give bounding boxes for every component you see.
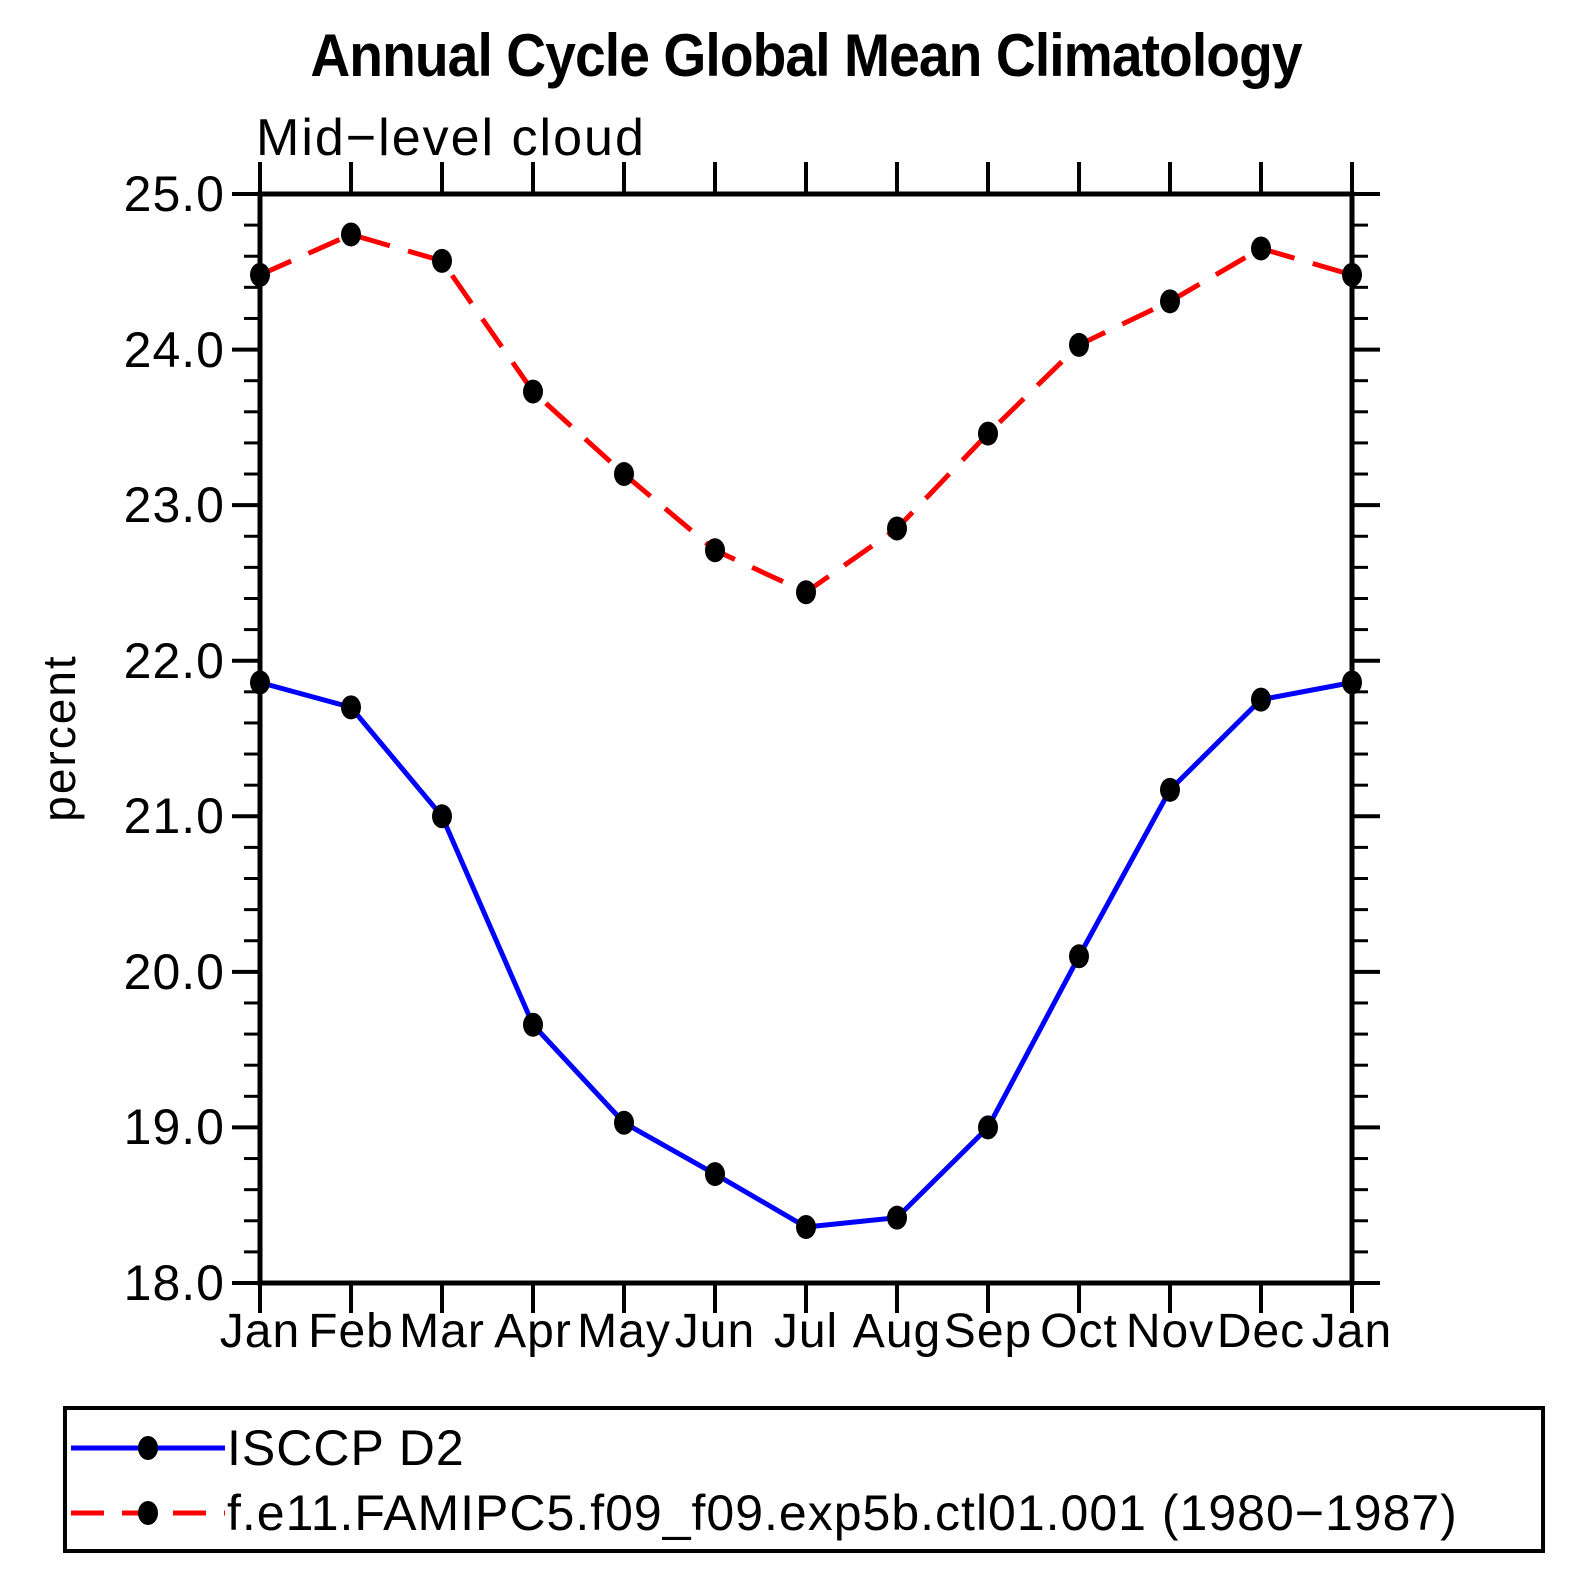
legend-item-isccp-d2: ISCCP D2 (69, 1420, 465, 1476)
chart-subtitle: Mid−level cloud (256, 109, 646, 167)
legend-label-isccp-d2: ISCCP D2 (227, 1420, 465, 1476)
legend-line-solid-icon (71, 1436, 225, 1460)
legend-label-model-run: f.e11.FAMIPC5.f09_f09.exp5b.ctl01.001 (1… (227, 1485, 1458, 1541)
chart-title: Annual Cycle Global Mean Climatology (310, 22, 1302, 89)
legend-item-model-run: f.e11.FAMIPC5.f09_f09.exp5b.ctl01.001 (1… (69, 1485, 1458, 1541)
legend-line-dashed-icon (71, 1501, 225, 1525)
legend-box: ISCCP D2 f.e11.FAMIPC5.f09_f09.exp5b.ctl… (63, 1406, 1545, 1553)
